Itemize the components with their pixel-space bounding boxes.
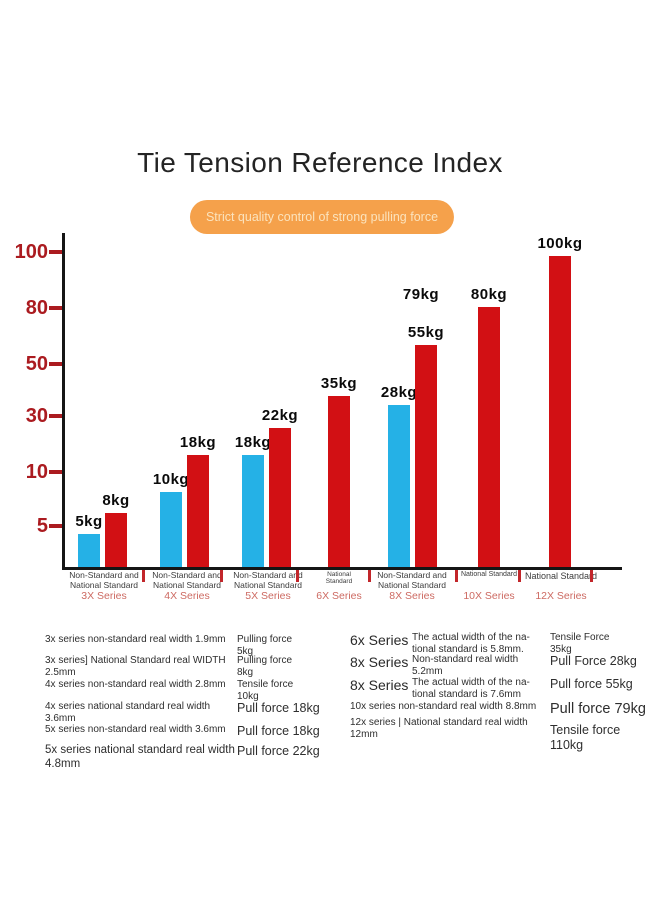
x-tick-mark <box>368 570 371 582</box>
spec-row: 4x series national standard real width 3… <box>45 701 335 725</box>
spec-series: 8x Series <box>350 654 409 670</box>
group-series-label-10x: 10X Series <box>463 590 515 602</box>
y-tick-mark <box>49 524 62 528</box>
chart-annotation: 79kg <box>402 286 440 303</box>
group-series-label-8x: 8X Series <box>389 590 435 602</box>
spec-row: 8x Series The actual width of the na- tio… <box>350 677 655 701</box>
bar-value-label-4x-red: 18kg <box>179 434 217 451</box>
bar-10x-red <box>478 307 500 567</box>
x-tick-mark <box>220 570 223 582</box>
x-tick-mark <box>142 570 145 582</box>
y-tick-mark <box>49 362 62 366</box>
spec-row: 12x series | National standard real widt… <box>350 717 655 753</box>
spec-desc: 4x series national standard real width 3… <box>45 701 211 724</box>
spec-desc: 5x series non-standard real width 3.6mm <box>45 724 226 735</box>
y-tick-label: 30 <box>25 405 48 427</box>
spec-force: Tensile force 10kg <box>237 679 294 702</box>
y-axis-line <box>62 233 65 570</box>
spec-desc: 5x series national standard real width 4… <box>45 744 235 770</box>
group-series-label-12x: 12X Series <box>535 590 587 602</box>
y-tick-label: 100 <box>14 241 48 263</box>
y-tick-mark <box>49 470 62 474</box>
x-axis-line <box>62 567 622 570</box>
spec-row: 3x series non-standard real width 1.9mm P… <box>45 634 335 658</box>
spec-force: Pull force 55kg <box>550 677 633 691</box>
bar-6x-red <box>328 396 350 567</box>
bar-5x-blue <box>242 455 264 567</box>
bar-value-label-6x-red: 35kg <box>320 375 358 392</box>
spec-row: 5x series national standard real width 4… <box>45 744 335 771</box>
spec-row: 6x Series The actual width of the na- tio… <box>350 632 655 656</box>
y-tick-label: 50 <box>25 353 48 375</box>
spec-desc: Non-standard real width 5.2mm <box>412 654 519 677</box>
y-tick-label: 80 <box>25 297 48 319</box>
spec-force: Pull force 18kg <box>237 701 320 715</box>
group-standard-label-4x: Non-Standard and National Standard <box>152 570 222 590</box>
bar-3x-red <box>105 513 127 567</box>
spec-force: Pull Force 28kg <box>550 654 637 668</box>
group-standard-label-3x: Non-Standard and National Standard <box>69 570 139 590</box>
spec-series: 6x Series <box>350 632 409 648</box>
x-tick-mark <box>518 570 521 582</box>
group-series-label-4x: 4X Series <box>164 590 210 602</box>
x-tick-mark <box>455 570 458 582</box>
bar-value-label-12x-red: 100kg <box>537 235 583 252</box>
x-tick-mark <box>296 570 299 582</box>
bar-8x-red <box>415 345 437 567</box>
bar-value-label-3x-red: 8kg <box>102 492 130 509</box>
spec-series: 8x Series <box>350 677 409 693</box>
spec-desc: 3x series] National Standard real WIDTH … <box>45 655 226 678</box>
x-tick-mark <box>590 570 593 582</box>
bar-value-label-8x-blue: 28kg <box>380 384 418 401</box>
bar-5x-red <box>269 428 291 567</box>
spec-row: 5x series non-standard real width 3.6mm P… <box>45 724 335 739</box>
bar-4x-blue <box>160 492 182 567</box>
spec-force: Tensile force 110kg <box>550 723 621 752</box>
page-title: Tie Tension Reference Index <box>137 147 503 178</box>
group-series-label-6x: 6X Series <box>316 590 362 602</box>
bar-value-label-10x-red: 80kg <box>470 286 508 303</box>
spec-row: 10x series non-standard real width 8.8mm… <box>350 701 655 718</box>
spec-desc: The actual width of the na- tional stand… <box>412 677 530 700</box>
spec-row: 3x series] National Standard real WIDTH … <box>45 655 335 679</box>
group-standard-label-12x: National Standard <box>524 571 598 581</box>
bar-value-label-4x-blue: 10kg <box>152 471 190 488</box>
y-tick-mark <box>49 306 62 310</box>
y-tick-mark <box>49 414 62 418</box>
group-standard-label-6x: National Standard <box>325 571 353 586</box>
quality-badge: Strict quality control of strong pulling… <box>189 200 455 234</box>
spec-row: 4x series non-standard real width 2.8mm T… <box>45 679 335 703</box>
spec-force: Pull force 22kg <box>237 744 320 758</box>
group-standard-label-8x: Non-Standard and National Standard <box>377 570 447 590</box>
bar-value-label-5x-blue: 18kg <box>234 434 272 451</box>
spec-force: Pulling force 5kg <box>237 634 293 657</box>
spec-desc: 12x series | National standard real widt… <box>350 717 528 740</box>
spec-desc: 3x series non-standard real width 1.9mm <box>45 634 226 645</box>
spec-force: Tensile Force 35kg <box>550 632 610 655</box>
bar-4x-red <box>187 455 209 567</box>
y-tick-mark <box>49 250 62 254</box>
spec-desc: 4x series non-standard real width 2.8mm <box>45 679 226 690</box>
y-tick-label: 10 <box>25 461 48 483</box>
spec-force: Pulling force 8kg <box>237 655 293 678</box>
y-tick-label: 5 <box>36 515 48 537</box>
bar-value-label-8x-red: 55kg <box>407 324 445 341</box>
spec-desc: 10x series non-standard real width 8.8mm <box>350 701 537 712</box>
bar-8x-blue <box>388 405 410 567</box>
bar-value-label-3x-blue: 5kg <box>75 513 103 530</box>
spec-row: 8x Series Non-standard real width 5.2mm Pu… <box>350 654 655 678</box>
group-standard-label-5x: Non-Standard and National Standard <box>233 570 303 590</box>
bar-value-label-5x-red: 22kg <box>261 407 299 424</box>
bar-12x-red <box>549 256 571 567</box>
spec-force: Pull force 18kg <box>237 724 320 738</box>
group-series-label-3x: 3X Series <box>81 590 127 602</box>
spec-desc: The actual width of the na- tional stand… <box>412 632 530 655</box>
group-series-label-5x: 5X Series <box>245 590 291 602</box>
group-standard-label-10x: National Standard <box>460 571 518 578</box>
bar-3x-blue <box>78 534 100 567</box>
spec-force: Pull force 79kg <box>550 701 646 717</box>
